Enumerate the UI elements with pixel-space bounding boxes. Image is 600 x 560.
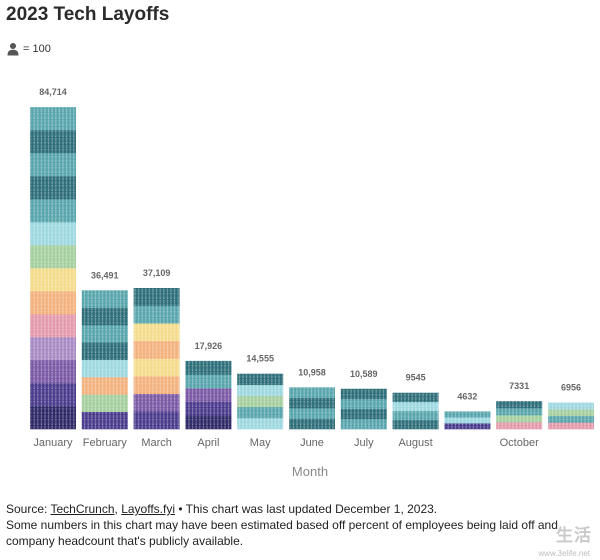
x-tick-label: July — [354, 437, 374, 449]
layoffs-fyi-link[interactable]: Layoffs.fyi — [121, 502, 176, 516]
bar-icon-texture — [289, 387, 335, 429]
bar-icon-texture — [392, 392, 439, 429]
bar-value-label: 9545 — [406, 373, 426, 383]
bar-value-label: 10,589 — [350, 369, 378, 379]
source-line: Source: TechCrunch, Layoffs.fyi • This c… — [6, 501, 594, 517]
source-separator: , — [114, 502, 118, 516]
legend-text: = 100 — [23, 43, 51, 55]
bar-icon-texture — [237, 373, 284, 429]
chart-area: 84,714 January 36,491 February 37,109 March 17… — [0, 60, 600, 490]
bar-icon-texture — [185, 360, 232, 429]
icon-legend: = 100 — [6, 41, 51, 57]
source-note: Source: TechCrunch, Layoffs.fyi • This c… — [6, 501, 594, 549]
bar-value-label: 6956 — [561, 383, 581, 393]
x-tick-label: April — [197, 437, 219, 449]
watermark-logo: 生活 — [556, 526, 592, 545]
bar-icon-texture — [30, 107, 76, 429]
bar-value-label: 7331 — [509, 381, 529, 391]
bar-value-label: 84,714 — [39, 87, 67, 97]
bar-icon-texture — [548, 402, 594, 429]
bar-value-label: 37,109 — [143, 268, 171, 278]
bar-icon-texture — [81, 290, 128, 429]
source-update-text: • This chart was last updated December 1… — [178, 502, 438, 516]
techcrunch-link[interactable]: TechCrunch — [50, 502, 115, 516]
watermark-url: www.3elife.net — [538, 549, 590, 558]
bar-icon-texture — [496, 401, 543, 429]
estimate-note: Some numbers in this chart may have been… — [6, 518, 558, 548]
x-tick-label: June — [300, 437, 324, 449]
chart-title: 2023 Tech Layoffs — [6, 4, 170, 25]
bar-value-label: 4632 — [457, 391, 477, 401]
x-tick-label: January — [33, 437, 73, 449]
bar-icon-texture — [133, 287, 180, 429]
bar-value-label: 14,555 — [246, 354, 274, 364]
bar-icon-texture — [340, 388, 387, 429]
x-tick-label: March — [141, 437, 172, 449]
person-icon — [7, 43, 19, 56]
x-tick-label: October — [500, 437, 539, 449]
bar-icon-texture — [444, 411, 491, 429]
bar-value-label: 17,926 — [195, 341, 223, 351]
x-tick-label: August — [398, 437, 432, 449]
layoffs-chart: 84,714 January 36,491 February 37,109 March 17… — [30, 87, 594, 479]
x-axis-label: Month — [292, 464, 328, 479]
x-tick-label: May — [250, 437, 271, 449]
bar-value-label: 10,958 — [298, 367, 326, 377]
bar-value-label: 36,491 — [91, 270, 119, 280]
x-tick-label: February — [83, 437, 128, 449]
source-prefix: Source: — [6, 502, 48, 516]
